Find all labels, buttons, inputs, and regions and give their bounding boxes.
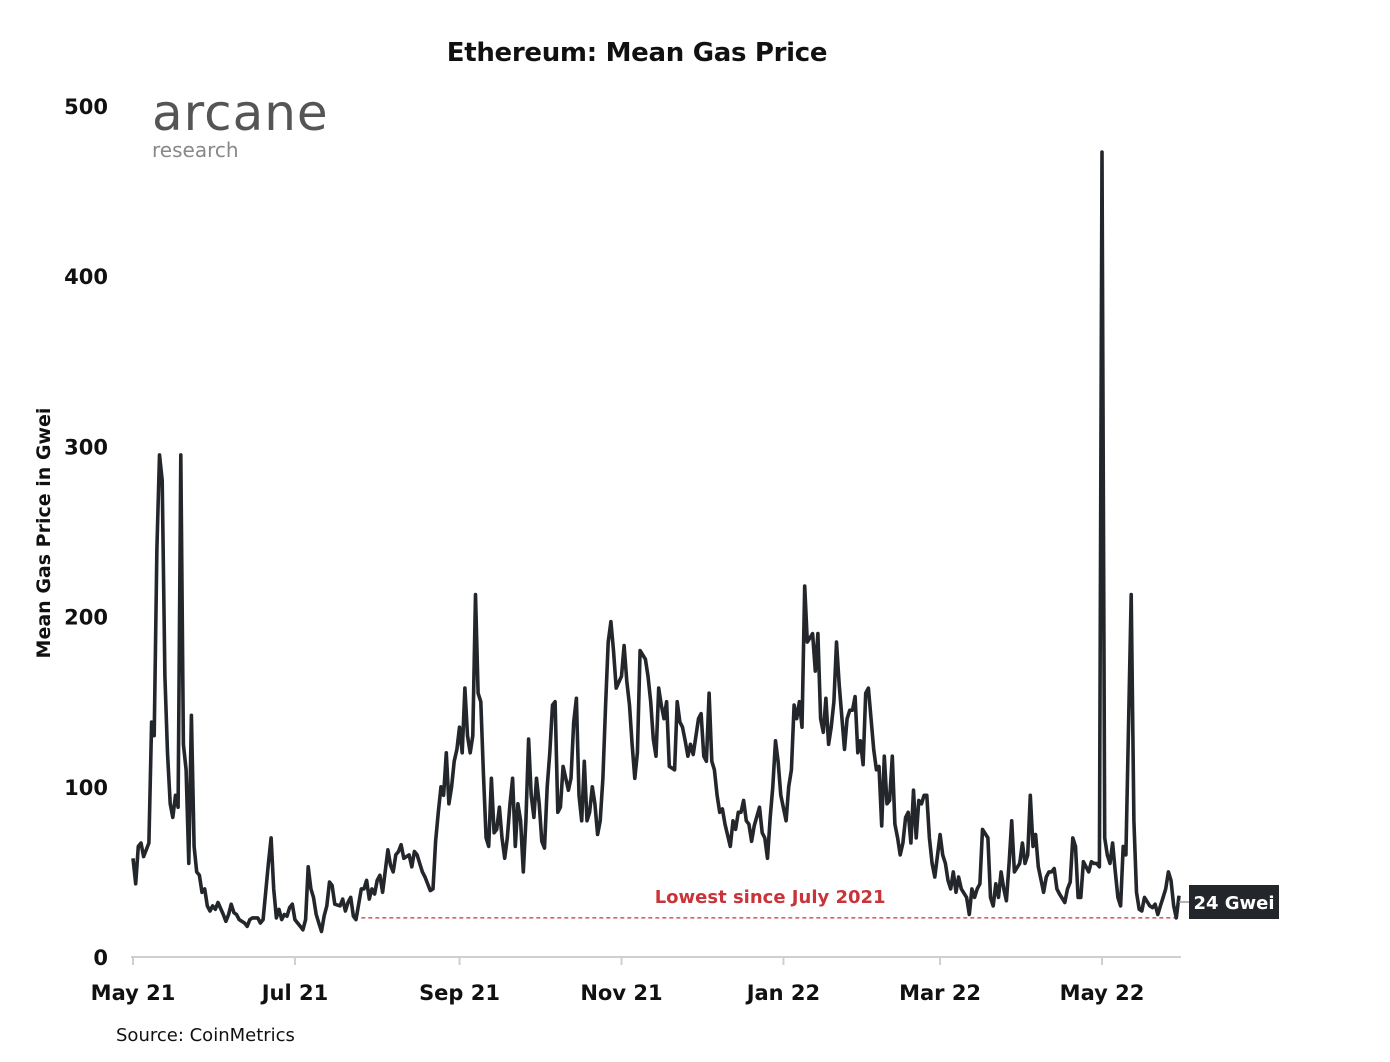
x-tick-label: Nov 21 (580, 981, 662, 1005)
x-tick-label: May 21 (91, 981, 176, 1005)
x-tick-label: May 22 (1060, 981, 1145, 1005)
y-tick-label: 400 (64, 265, 108, 289)
y-tick-label: 0 (93, 946, 108, 970)
y-tick-label: 500 (64, 95, 108, 119)
series-group (131, 150, 1181, 934)
x-tick-label: Jan 22 (745, 981, 820, 1005)
annotation-group: Lowest since July 2021 (361, 887, 1179, 919)
y-tick-label: 200 (64, 606, 108, 630)
x-tick-label: Sep 21 (419, 981, 500, 1005)
y-tick-label: 300 (64, 435, 108, 459)
chart-title: Ethereum: Mean Gas Price (446, 38, 828, 68)
end-label-group: 24 Gwei (1179, 885, 1279, 919)
source-note: Source: CoinMetrics (116, 1025, 295, 1046)
logo-subtitle: research (152, 138, 239, 162)
axes: May 21 Jul 21 Sep 21 Nov 21 Jan 22 Mar 22 May … (64, 95, 1181, 1005)
end-label-box (1189, 885, 1279, 919)
end-label-text: 24 Gwei (1193, 893, 1274, 914)
arcane-research-logo: arcane research (152, 88, 329, 162)
x-tick-label: Jul 21 (260, 981, 329, 1005)
logo-word: arcane (152, 84, 329, 142)
gas-price-line (131, 150, 1181, 934)
y-tick-label: 100 (64, 776, 108, 800)
x-tick-label: Mar 22 (899, 981, 981, 1005)
annotation-text: Lowest since July 2021 (655, 887, 886, 908)
